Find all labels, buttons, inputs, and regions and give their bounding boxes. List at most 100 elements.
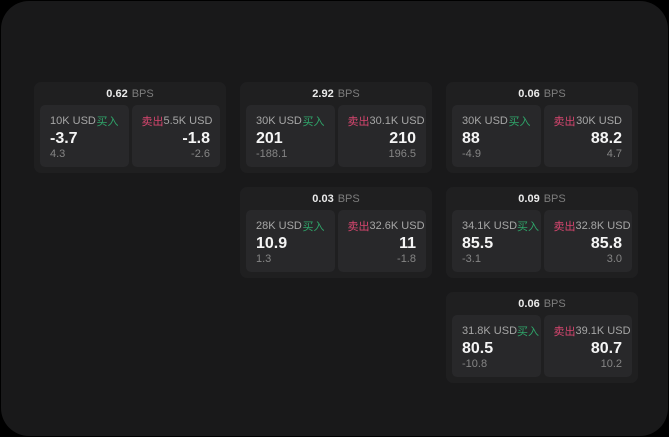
sell-price-value: -1.8 xyxy=(182,130,210,147)
sell-cell-header: 卖出 32.8K USD xyxy=(553,218,631,234)
buy-side-label: 买入 xyxy=(508,116,531,128)
sell-quote-cell[interactable]: 卖出 30.1K USD 210 196.5 xyxy=(337,105,426,167)
sell-sub-value: 10.2 xyxy=(600,358,622,370)
buy-price-value: 201 xyxy=(256,130,283,147)
quote-card: 0.03 BPS 28K USD 买入 10.9 1.3 卖出 32.6K US… xyxy=(240,187,432,278)
buy-quote-cell[interactable]: 31.8K USD 买入 80.5 -10.8 xyxy=(452,315,541,377)
sell-side-label: 卖出 xyxy=(141,116,164,128)
buy-side-label: 买入 xyxy=(517,221,540,233)
quote-card: 0.62 BPS 10K USD 买入 -3.7 4.3 卖出 5.5K USD… xyxy=(34,82,226,173)
sell-size-label: 5.5K USD xyxy=(163,115,213,127)
quote-card: 0.06 BPS 30K USD 买入 88 -4.9 卖出 30K USD 8… xyxy=(446,82,638,173)
sell-sub-value: 4.7 xyxy=(606,148,622,160)
sell-price-value: 88.2 xyxy=(590,130,622,147)
sell-quote-cell[interactable]: 卖出 39.1K USD 80.7 10.2 xyxy=(543,315,632,377)
sell-size-label: 30K USD xyxy=(576,115,622,127)
buy-size-label: 34.1K USD xyxy=(462,220,518,232)
sell-cell-header: 卖出 30K USD xyxy=(554,113,623,129)
sell-size-label: 30.1K USD xyxy=(369,115,425,127)
buy-sub-value: 1.3 xyxy=(256,253,272,265)
spread-unit-label: BPS xyxy=(543,87,566,100)
quote-cards-grid: 0.62 BPS 10K USD 买入 -3.7 4.3 卖出 5.5K USD… xyxy=(34,82,638,383)
buy-price-value: 10.9 xyxy=(256,235,288,252)
buy-sub-value: -4.9 xyxy=(462,148,481,160)
spread-unit-label: BPS xyxy=(337,87,360,100)
buy-sub-value: -10.8 xyxy=(462,358,488,370)
sell-size-label: 32.8K USD xyxy=(575,220,631,232)
card-body: 34.1K USD 买入 85.5 -3.1 卖出 32.8K USD 85.8… xyxy=(452,210,632,272)
buy-sub-value: -188.1 xyxy=(256,148,288,160)
buy-quote-cell[interactable]: 34.1K USD 买入 85.5 -3.1 xyxy=(452,210,541,272)
sell-price-value: 11 xyxy=(399,235,416,252)
buy-sub-value: -3.1 xyxy=(462,253,481,265)
spread-value: 0.03 xyxy=(312,192,334,205)
card-spread-header: 2.92 BPS xyxy=(246,82,426,105)
buy-price-value: -3.7 xyxy=(50,130,78,147)
quote-card: 0.06 BPS 31.8K USD 买入 80.5 -10.8 卖出 39.1… xyxy=(446,292,638,383)
buy-cell-header: 28K USD 买入 xyxy=(256,218,325,234)
buy-price-value: 85.5 xyxy=(462,235,494,252)
buy-size-label: 10K USD xyxy=(50,115,96,127)
buy-size-label: 30K USD xyxy=(462,115,508,127)
sell-sub-value: 3.0 xyxy=(606,253,622,265)
spread-value: 0.09 xyxy=(518,192,540,205)
card-body: 28K USD 买入 10.9 1.3 卖出 32.6K USD 11 -1.8 xyxy=(246,210,426,272)
spread-unit-label: BPS xyxy=(543,192,566,205)
sell-quote-cell[interactable]: 卖出 32.6K USD 11 -1.8 xyxy=(337,210,426,272)
sell-quote-cell[interactable]: 卖出 32.8K USD 85.8 3.0 xyxy=(543,210,632,272)
buy-cell-header: 31.8K USD 买入 xyxy=(462,323,539,339)
spread-unit-label: BPS xyxy=(131,87,154,100)
buy-cell-header: 10K USD 买入 xyxy=(50,113,119,129)
sell-side-label: 卖出 xyxy=(347,221,370,233)
spread-unit-label: BPS xyxy=(543,297,566,310)
spread-value: 2.92 xyxy=(312,87,334,100)
buy-price-value: 88 xyxy=(462,130,480,147)
sell-sub-value: 196.5 xyxy=(388,148,416,160)
sell-cell-header: 卖出 30.1K USD xyxy=(347,113,425,129)
buy-cell-header: 34.1K USD 买入 xyxy=(462,218,539,234)
card-spread-header: 0.06 BPS xyxy=(452,292,632,315)
buy-price-value: 80.5 xyxy=(462,340,494,357)
buy-quote-cell[interactable]: 30K USD 买入 201 -188.1 xyxy=(246,105,335,167)
buy-quote-cell[interactable]: 30K USD 买入 88 -4.9 xyxy=(452,105,541,167)
sell-size-label: 32.6K USD xyxy=(369,220,425,232)
sell-side-label: 卖出 xyxy=(553,221,576,233)
buy-cell-header: 30K USD 买入 xyxy=(256,113,325,129)
sell-price-value: 85.8 xyxy=(590,235,622,252)
buy-side-label: 买入 xyxy=(96,116,119,128)
card-spread-header: 0.62 BPS xyxy=(40,82,220,105)
card-body: 30K USD 买入 201 -188.1 卖出 30.1K USD 210 1… xyxy=(246,105,426,167)
buy-sub-value: 4.3 xyxy=(50,148,66,160)
buy-side-label: 买入 xyxy=(517,326,540,338)
sell-quote-cell[interactable]: 卖出 30K USD 88.2 4.7 xyxy=(543,105,632,167)
buy-size-label: 31.8K USD xyxy=(462,325,518,337)
sell-cell-header: 卖出 39.1K USD xyxy=(554,323,631,339)
card-body: 10K USD 买入 -3.7 4.3 卖出 5.5K USD -1.8 -2.… xyxy=(40,105,220,167)
sell-side-label: 卖出 xyxy=(553,116,576,128)
sell-cell-header: 卖出 32.6K USD xyxy=(347,218,425,234)
card-body: 31.8K USD 买入 80.5 -10.8 卖出 39.1K USD 80.… xyxy=(452,315,632,377)
card-spread-header: 0.09 BPS xyxy=(452,187,632,210)
buy-cell-header: 30K USD 买入 xyxy=(462,113,531,129)
spread-value: 0.06 xyxy=(518,87,540,100)
sell-price-value: 210 xyxy=(389,130,416,147)
spread-unit-label: BPS xyxy=(337,192,360,205)
sell-quote-cell[interactable]: 卖出 5.5K USD -1.8 -2.6 xyxy=(131,105,220,167)
sell-price-value: 80.7 xyxy=(590,340,622,357)
quote-card: 0.09 BPS 34.1K USD 买入 85.5 -3.1 卖出 32.8K… xyxy=(446,187,638,278)
quote-card: 2.92 BPS 30K USD 买入 201 -188.1 卖出 30.1K … xyxy=(240,82,432,173)
spread-value: 0.06 xyxy=(518,297,540,310)
card-body: 30K USD 买入 88 -4.9 卖出 30K USD 88.2 4.7 xyxy=(452,105,632,167)
sell-sub-value: -1.8 xyxy=(397,253,416,265)
card-spread-header: 0.06 BPS xyxy=(452,82,632,105)
buy-quote-cell[interactable]: 10K USD 买入 -3.7 4.3 xyxy=(40,105,129,167)
buy-size-label: 28K USD xyxy=(256,220,302,232)
buy-size-label: 30K USD xyxy=(256,115,302,127)
buy-quote-cell[interactable]: 28K USD 买入 10.9 1.3 xyxy=(246,210,335,272)
buy-side-label: 买入 xyxy=(302,221,325,233)
buy-side-label: 买入 xyxy=(302,116,325,128)
sell-cell-header: 卖出 5.5K USD xyxy=(141,113,213,129)
card-spread-header: 0.03 BPS xyxy=(246,187,426,210)
sell-side-label: 卖出 xyxy=(347,116,370,128)
